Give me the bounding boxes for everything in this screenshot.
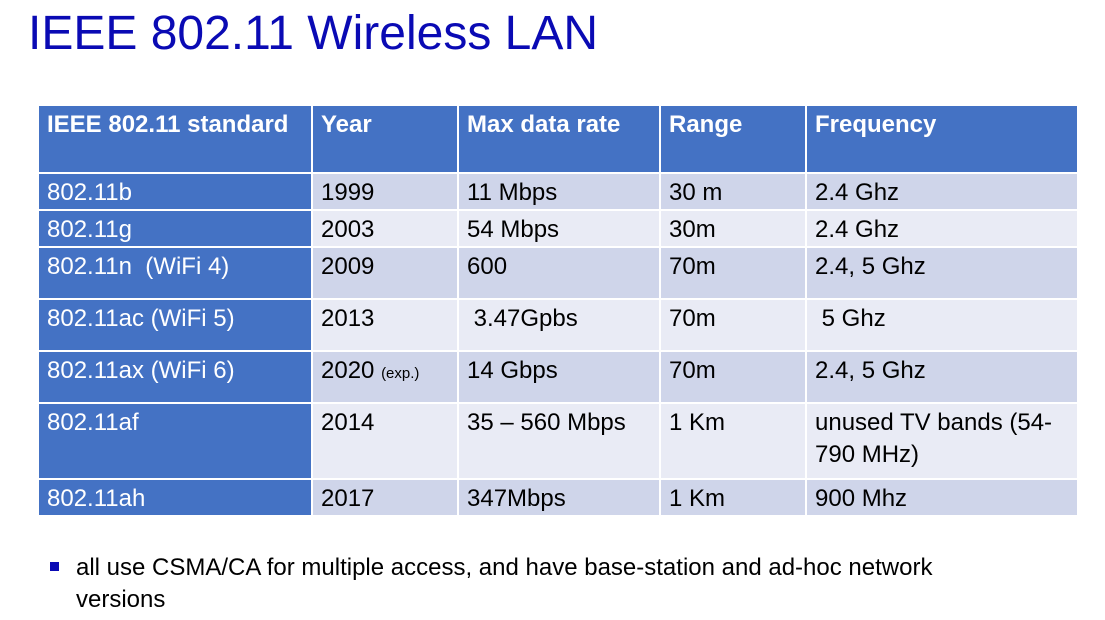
header-standard: IEEE 802.11 standard (37, 104, 313, 174)
cell-rate: 11 Mbps (457, 172, 661, 211)
header-year: Year (311, 104, 459, 174)
cell-rate: 14 Gbps (457, 350, 661, 404)
cell-year: 2013 (311, 298, 459, 352)
cell-standard: 802.11ah (37, 478, 313, 517)
cell-frequency-text: unused TV bands (54-790 MHz) (815, 409, 1053, 468)
bullet-text: all use CSMA/CA for multiple access, and… (76, 554, 933, 613)
cell-standard: 802.11ac (WiFi 5) (37, 298, 313, 352)
cell-standard: 802.11ax (WiFi 6) (37, 350, 313, 404)
bullet-point: all use CSMA/CA for multiple access, and… (50, 552, 1010, 616)
standards-table: IEEE 802.11 standard Year Max data rate … (37, 104, 1079, 517)
square-bullet-icon (50, 562, 59, 571)
cell-frequency: 900 Mhz (805, 478, 1079, 517)
table-header-row: IEEE 802.11 standard Year Max data rate … (37, 104, 1079, 174)
table-row: 802.11g 2003 54 Mbps 30m 2.4 Ghz (37, 209, 1079, 248)
cell-range: 30m (659, 209, 807, 248)
cell-rate: 54 Mbps (457, 209, 661, 248)
cell-range: 1 Km (659, 402, 807, 480)
header-frequency: Frequency (805, 104, 1079, 174)
cell-year-value: 2020 (321, 357, 375, 384)
cell-standard: 802.11b (37, 172, 313, 211)
table-row: 802.11ax (WiFi 6) 2020 (exp.) 14 Gbps 70… (37, 350, 1079, 404)
table-row: 802.11af 2014 35 – 560 Mbps 1 Km unused … (37, 402, 1079, 480)
header-max-data-rate: Max data rate (457, 104, 661, 174)
table-row: 802.11ac (WiFi 5) 2013 3.47Gpbs 70m 5 Gh… (37, 298, 1079, 352)
cell-range: 70m (659, 350, 807, 404)
cell-frequency: 2.4, 5 Ghz (805, 350, 1079, 404)
cell-rate: 35 – 560 Mbps (457, 402, 661, 480)
cell-year: 2017 (311, 478, 459, 517)
cell-standard: 802.11af (37, 402, 313, 480)
cell-frequency: 2.4, 5 Ghz (805, 246, 1079, 300)
cell-frequency: 2.4 Ghz (805, 172, 1079, 211)
cell-standard: 802.11n (WiFi 4) (37, 246, 313, 300)
cell-rate: 600 (457, 246, 661, 300)
cell-standard: 802.11g (37, 209, 313, 248)
cell-year: 2020 (exp.) (311, 350, 459, 404)
cell-range: 70m (659, 298, 807, 352)
table-row: 802.11n (WiFi 4) 2009 600 70m 2.4, 5 Ghz (37, 246, 1079, 300)
cell-frequency: unused TV bands (54-790 MHz) (805, 402, 1079, 480)
cell-year: 2014 (311, 402, 459, 480)
cell-year-note: (exp.) (381, 365, 420, 382)
cell-year: 2003 (311, 209, 459, 248)
cell-rate: 347Mbps (457, 478, 661, 517)
cell-range: 30 m (659, 172, 807, 211)
header-range: Range (659, 104, 807, 174)
cell-range: 1 Km (659, 478, 807, 517)
cell-range: 70m (659, 246, 807, 300)
cell-frequency: 2.4 Ghz (805, 209, 1079, 248)
cell-year: 1999 (311, 172, 459, 211)
page-title: IEEE 802.11 Wireless LAN (28, 7, 599, 60)
table-row: 802.11ah 2017 347Mbps 1 Km 900 Mhz (37, 478, 1079, 517)
cell-frequency: 5 Ghz (805, 298, 1079, 352)
cell-rate: 3.47Gpbs (457, 298, 661, 352)
cell-year: 2009 (311, 246, 459, 300)
table-row: 802.11b 1999 11 Mbps 30 m 2.4 Ghz (37, 172, 1079, 211)
